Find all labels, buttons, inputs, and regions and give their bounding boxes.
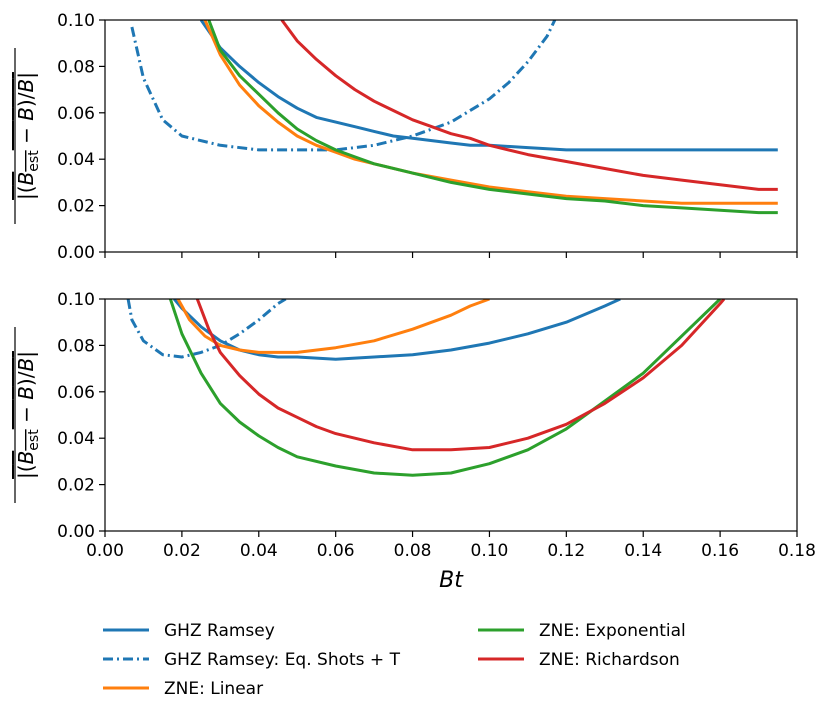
- y-tick-label: 0.04: [57, 429, 95, 449]
- x-tick-label: 0.06: [317, 541, 355, 561]
- y-tick-label: 0.02: [57, 197, 95, 217]
- axes-frame: [104, 298, 798, 532]
- series-line-ghz-ramsey: [199, 20, 778, 152]
- y-tick-label: 0.06: [57, 104, 95, 124]
- y-axis-label: |(Best − B)/B|: [14, 72, 42, 200]
- y-tick-label: 0.00: [57, 522, 95, 542]
- legend-entry-label: GHZ Ramsey: Eq. Shots + T: [164, 650, 401, 670]
- series-line-zne-richardson: [195, 299, 726, 452]
- bottom-panel: 0.00 0.02 0.04 0.06 0.08 0.10 0.00 0.02 0.04 0.06…: [14, 290, 816, 593]
- series-line-zne-linear: [176, 299, 490, 354]
- x-tick-label: 0.18: [778, 541, 816, 561]
- x-tick-label: 0.14: [624, 541, 662, 561]
- series-group: [126, 299, 726, 477]
- x-tick-label: 0.16: [701, 541, 739, 561]
- x-tick-label: 0.12: [547, 541, 585, 561]
- y-tick-label: 0.08: [57, 57, 95, 77]
- x-tick-label: 0.10: [471, 541, 509, 561]
- y-tick-label: 0.02: [57, 476, 95, 496]
- series-line-zne-exponential: [207, 20, 778, 215]
- series-line-zne-exponential: [168, 299, 722, 477]
- legend-entry-label: GHZ Ramsey: [164, 621, 275, 641]
- legend-entry-label: ZNE: Linear: [164, 679, 263, 699]
- top-panel: 0.00 0.02 0.04 0.06 0.08 0.10 |(Best − B)/B|: [14, 11, 798, 263]
- y-tick-label: 0.10: [57, 290, 95, 310]
- y-tick-label: 0.04: [57, 150, 95, 170]
- y-tick-label: 0.06: [57, 383, 95, 403]
- series-line-ghz-ramsey-eq-shots-t: [126, 299, 287, 359]
- series-line-ghz-ramsey-eq-shots-t: [130, 20, 557, 152]
- axes-frame: [104, 19, 798, 253]
- legend: GHZ Ramsey GHZ Ramsey: Eq. Shots + T ZNE: …: [103, 621, 686, 699]
- x-tick-label: 0.00: [86, 541, 124, 561]
- legend-entry-label: ZNE: Exponential: [539, 621, 686, 641]
- x-tick-label: 0.08: [394, 541, 432, 561]
- legend-entry-label: ZNE: Richardson: [539, 650, 680, 670]
- x-tick-label: 0.04: [240, 541, 278, 561]
- y-tick-label: 0.10: [57, 11, 95, 31]
- y-tick-label: 0.00: [57, 243, 95, 263]
- y-axis-label: |(Best − B)/B|: [14, 351, 42, 479]
- x-axis-label: Bt: [439, 568, 464, 593]
- x-tick-label: 0.02: [163, 541, 201, 561]
- y-tick-label: 0.08: [57, 336, 95, 356]
- series-line-zne-richardson: [280, 20, 778, 191]
- series-group: [130, 20, 778, 215]
- series-line-zne-linear: [203, 20, 778, 205]
